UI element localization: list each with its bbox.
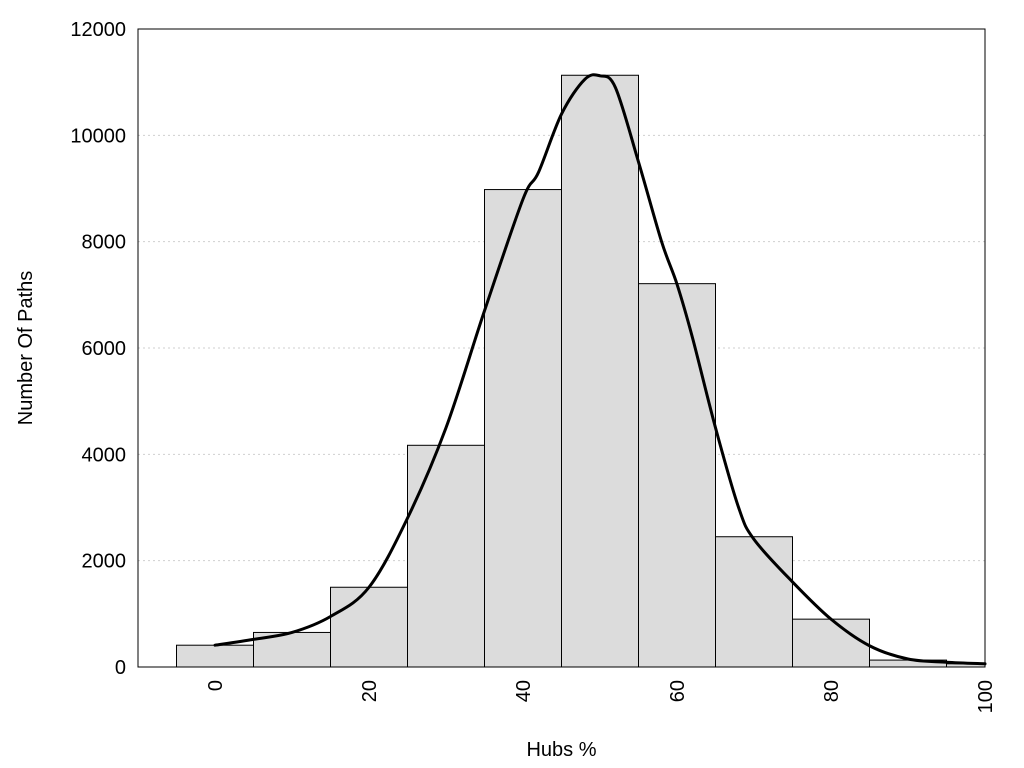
y-axis-title: Number Of Paths: [15, 271, 37, 426]
x-tick-label: 100: [975, 680, 997, 713]
histogram-bar: [330, 586, 408, 668]
plot-frame: [137, 28, 986, 668]
y-tick-label: 6000: [82, 338, 127, 360]
histogram-bar: [561, 74, 639, 668]
histogram-bar: [792, 618, 870, 668]
histogram-bars: [176, 74, 986, 668]
y-axis-ticks: 0 2000 4000 6000 8000 10000 12000: [70, 19, 126, 679]
y-tick-label: 0: [115, 657, 126, 679]
x-tick-label: 40: [513, 680, 535, 702]
histogram-bar: [176, 644, 254, 668]
x-tick-label: 60: [667, 680, 689, 702]
y-tick-label: 2000: [82, 551, 127, 573]
x-tick-label: 20: [359, 680, 381, 702]
density-curve: [213, 73, 987, 666]
x-axis-ticks: 0 20 40 60 80 100: [205, 680, 997, 713]
density-curve-layer: [213, 73, 987, 666]
x-tick-label: 0: [205, 680, 227, 691]
histogram-bar: [407, 444, 485, 668]
histogram-bar: [484, 189, 562, 668]
y-tick-label: 4000: [82, 444, 127, 466]
grid-lines: [138, 134, 985, 562]
y-tick-label: 8000: [82, 232, 127, 254]
histogram-bar: [638, 283, 716, 668]
x-axis-title: Hubs %: [526, 739, 596, 761]
y-tick-label: 12000: [70, 19, 126, 41]
x-tick-label: 80: [821, 680, 843, 702]
y-tick-label: 10000: [70, 125, 126, 147]
histogram-bar: [715, 536, 793, 668]
